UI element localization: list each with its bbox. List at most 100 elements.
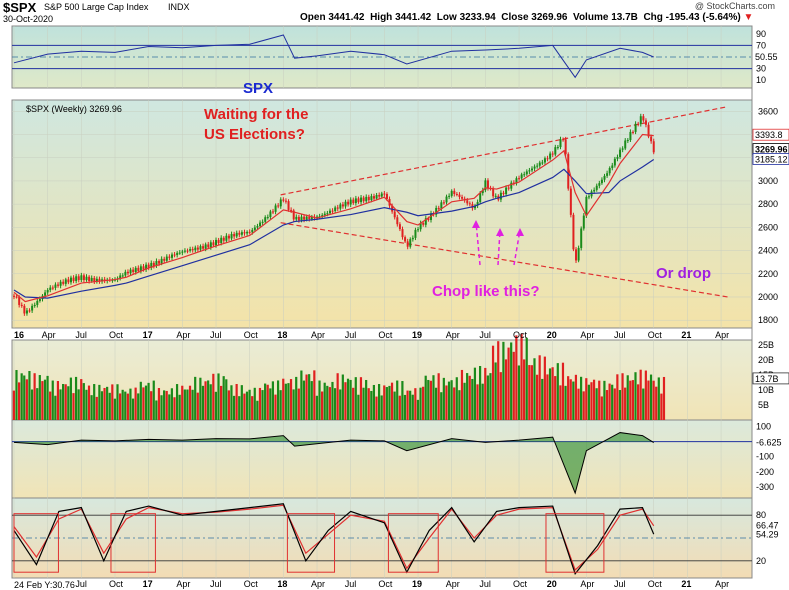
volume-current-label: 13.7B [755, 374, 779, 384]
volume-bar [328, 387, 331, 420]
volume-bar [207, 380, 210, 420]
stochastic-x-tick-label: Oct [513, 579, 528, 589]
price-candle-body [510, 182, 513, 189]
volume-tick-label: 25B [758, 340, 774, 350]
volume-bar [147, 382, 150, 420]
volume-bar [556, 363, 559, 420]
volume-bar [600, 396, 603, 420]
volume-bar [209, 384, 212, 420]
volume-bar [243, 393, 246, 420]
price-candle-body [121, 275, 124, 277]
price-candle-body [303, 216, 306, 220]
price-candle-body [507, 187, 510, 189]
price-candle-body [196, 247, 199, 250]
volume-bar [406, 390, 409, 420]
stochastic-x-tick-label: Jul [345, 579, 357, 589]
price-candle-body [85, 276, 88, 281]
price-label-box [752, 128, 789, 141]
volume-bar [256, 400, 259, 420]
price-candle-body [13, 295, 15, 297]
x-tick-label: Apr [580, 330, 594, 340]
price-plot [13, 106, 728, 316]
volume-bar [240, 385, 243, 420]
volume-bar [15, 370, 18, 420]
stochastic-x-tick-label: Oct [109, 579, 124, 589]
volume-bar [74, 376, 78, 420]
rsi-line [13, 34, 654, 79]
volume-bar [657, 377, 660, 420]
volume-bar [282, 378, 285, 420]
volume-bar [118, 393, 122, 420]
volume-bar [163, 390, 166, 420]
volume-bar [199, 377, 202, 420]
volume-bar [62, 384, 65, 420]
price-candle-body [370, 196, 373, 201]
price-candle-body [72, 277, 75, 282]
price-candle-body [367, 196, 370, 201]
volume-bar [458, 390, 461, 420]
volume-bar [266, 384, 269, 420]
price-candle-body [422, 223, 425, 225]
volume-bar [323, 382, 326, 420]
price-candle-body [15, 296, 18, 298]
stochastic-x-tick-label: Jul [210, 579, 222, 589]
price-candle-body [64, 279, 67, 284]
volume-bar [533, 358, 536, 420]
price-candle-body [587, 196, 590, 198]
volume-bar [631, 380, 635, 420]
price-label-box [752, 153, 789, 165]
volume-bar [191, 389, 194, 420]
x-tick-label: Oct [109, 330, 124, 340]
volume-bar [649, 374, 653, 420]
volume-bar [124, 391, 127, 420]
stochastic-x-tick-label: Apr [715, 579, 729, 589]
volume-bar [98, 384, 101, 420]
volume-bar [507, 347, 510, 420]
volume-bar [139, 381, 142, 420]
price-candle-body [82, 275, 85, 281]
x-tick-label: Apr [446, 330, 460, 340]
volume-bar [295, 376, 298, 420]
volume-bar [546, 374, 549, 420]
ohlc-readout: Open 3441.42 High 3441.42 Low 3233.94 Cl… [300, 12, 753, 23]
price-candle-body [533, 166, 536, 169]
stochastic-tick-label: 20 [756, 556, 766, 566]
price-candle-body [33, 304, 36, 306]
rsi-tick-label: 10 [756, 75, 766, 85]
price-candle-body [316, 216, 319, 219]
price-panel-title: $SPX (Weekly) 3269.96 [26, 104, 122, 114]
x-tick-label: Oct [378, 330, 393, 340]
price-candle-body [385, 194, 388, 199]
price-candle-body [505, 187, 508, 195]
price-candle-body [383, 193, 386, 195]
price-candle-body [523, 174, 526, 176]
volume-tick-label: 20B [758, 355, 774, 365]
price-current-label: 3393.8 [755, 130, 783, 140]
volume-bar [232, 395, 236, 420]
volume-bar [582, 391, 585, 420]
price-candle-body [357, 198, 360, 203]
price-candle-body [261, 221, 264, 223]
price-candle-body [277, 205, 280, 207]
price-candle-body [235, 232, 238, 237]
volume-bar [543, 356, 546, 420]
price-candle-body [186, 250, 189, 252]
price-candle-body [567, 154, 570, 189]
volume-bar [108, 392, 111, 420]
price-candle-body [409, 239, 412, 247]
price-candle-body [28, 310, 31, 312]
volume-bar [362, 387, 365, 420]
price-candle-body [619, 149, 622, 158]
price-candle-body [518, 178, 521, 180]
price-candle-body [492, 188, 495, 197]
price-candle-body [448, 195, 451, 197]
price-candle-body [613, 158, 616, 166]
price-candle-body [178, 252, 181, 254]
volume-bar [554, 376, 557, 420]
volume-current-box [752, 372, 789, 385]
volume-bar [113, 398, 117, 420]
price-candle-body [215, 239, 218, 246]
volume-bars [12, 333, 666, 420]
price-candle-body [624, 140, 627, 149]
macd-tick-label: -200 [756, 467, 774, 477]
